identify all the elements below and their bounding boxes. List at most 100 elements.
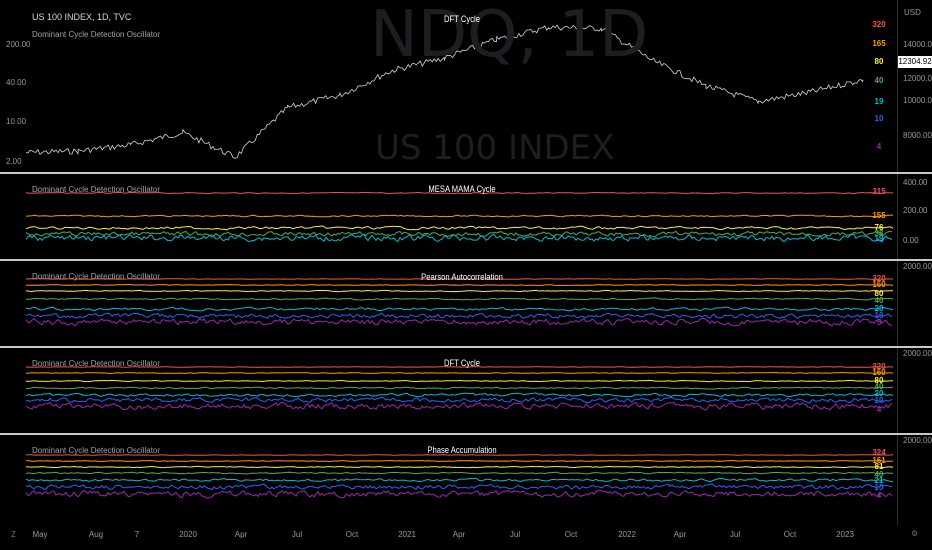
- price-axis-tick-0: 14000.00: [903, 40, 932, 49]
- pane1-axis-tick-1: 200.00: [903, 206, 928, 215]
- pane1-cycle-line-315: [25, 191, 894, 195]
- pane3-cycle-line-10: [25, 396, 893, 404]
- x-axis-tick-8: Apr: [452, 530, 466, 539]
- pane1-cycle-line-38: [25, 230, 892, 238]
- pane1-cycle-label-19: 19: [874, 234, 884, 243]
- pane3-cycle-line-80: [25, 379, 894, 383]
- pane2-indicator-title: Dominant Cycle Detection Oscillator: [32, 272, 161, 281]
- pane3-cycle-label-160: 160: [872, 368, 886, 377]
- price-cycle-label-40: 40: [874, 76, 884, 85]
- price-axis-tick-3: 8000.00: [903, 131, 932, 140]
- pane2-cycle-line-5: [25, 317, 893, 327]
- pane4-axis-tick-0: 2000.00: [903, 436, 932, 445]
- pane3-cycle-line-20: [25, 392, 894, 398]
- pane4-cycle-line-10: [25, 483, 892, 491]
- pane3-cycle-line-160: [26, 371, 894, 374]
- pane-separator-4[interactable]: [0, 433, 932, 435]
- pane3-title: DFT Cycle: [444, 358, 480, 368]
- pane4-cycle-line-4: [25, 489, 893, 499]
- pane3-cycle-line-4: [25, 401, 893, 411]
- pane1-axis-tick-2: 0.00: [903, 236, 919, 245]
- price-badge: 12304.92: [898, 56, 932, 68]
- watermark-symbol: NDQ, 1D: [370, 0, 649, 72]
- price-cycle-label-19: 19: [874, 97, 884, 106]
- pane1-cycle-label-155: 155: [872, 211, 886, 220]
- pane3-axis-tick-0: 2000.00: [903, 349, 932, 358]
- logo-icon[interactable]: Z: [11, 530, 16, 539]
- x-axis-tick-7: 2021: [398, 530, 416, 539]
- pane4-cycle-label-81: 81: [874, 462, 884, 471]
- pane1-cycle-line-155: [25, 214, 894, 218]
- x-axis-tick-12: Apr: [673, 530, 687, 539]
- pane3-cycle-line-40: [25, 386, 894, 390]
- pane3-indicator-title: Dominant Cycle Detection Oscillator: [32, 359, 161, 368]
- pane2-axis-tick-0: 2000.00: [903, 262, 932, 271]
- left-axis-tick-0: 200.00: [6, 40, 31, 49]
- left-axis-tick-1: 40.00: [6, 78, 27, 87]
- price-cycle-label-80: 80: [874, 57, 884, 66]
- pane-separator-3[interactable]: [0, 346, 932, 348]
- pane1-cycle-line-76: [25, 225, 894, 231]
- pane2-title: Pearson Autocorrelation: [421, 272, 503, 282]
- pane2-cycle-label-10: 10: [874, 311, 884, 320]
- pane4-cycle-line-81: [25, 465, 894, 469]
- pane1-indicator-title: Dominant Cycle Detection Oscillator: [32, 185, 161, 194]
- pane3-cycle-label-4: 4: [876, 405, 882, 414]
- pane4-title: Phase Accumulation: [427, 445, 497, 455]
- price-cycle-label-165: 165: [872, 39, 886, 48]
- pane1-cycle-label-76: 76: [874, 223, 884, 232]
- gear-icon[interactable]: ⚙: [911, 529, 919, 538]
- x-axis-tick-0: May: [32, 530, 48, 539]
- pane4-cycle-line-40: [25, 471, 894, 475]
- pane1-cycle-line-19: [25, 233, 893, 243]
- indicator-title-main[interactable]: Dominant Cycle Detection Oscillator: [32, 30, 161, 39]
- pane4-cycle-label-4: 4: [876, 491, 882, 500]
- pane2-cycle-label-320: 320: [872, 274, 886, 283]
- pane-separator-2[interactable]: [0, 259, 932, 261]
- pane3-cycle-label-40: 40: [874, 382, 884, 391]
- pane1-axis-tick-0: 400.00: [903, 178, 928, 187]
- x-axis-tick-10: Oct: [564, 530, 578, 539]
- x-axis-tick-11: 2022: [618, 530, 636, 539]
- x-axis-tick-1: Aug: [88, 530, 104, 539]
- pane4-indicator-title: Dominant Cycle Detection Oscillator: [32, 446, 161, 455]
- pane2-cycle-label-5: 5: [876, 318, 882, 327]
- pane3-cycle-label-10: 10: [874, 396, 884, 405]
- pane2-cycle-line-20: [25, 306, 894, 312]
- price-axis-tick-2: 10000.00: [903, 96, 932, 105]
- pane3-cycle-label-20: 20: [874, 389, 884, 398]
- pane2-cycle-line-80: [25, 289, 893, 293]
- price-axis-tick-1: 12000.00: [903, 74, 932, 83]
- pane2-cycle-line-160: [25, 284, 894, 287]
- price-series-line: [25, 24, 864, 159]
- left-axis-tick-3: 2.00: [6, 157, 22, 166]
- pane4-cycle-label-324: 324: [872, 448, 886, 457]
- pane4-cycle-label-161: 161: [872, 456, 886, 465]
- pane2-cycle-label-40: 40: [874, 296, 884, 305]
- pane4-cycle-label-21: 21: [874, 476, 884, 485]
- pane1-cycle-label-315: 315: [872, 187, 886, 196]
- x-axis-tick-3: 2020: [179, 530, 197, 539]
- pane3-cycle-label-320: 320: [872, 362, 886, 371]
- pane-separator-1[interactable]: [0, 172, 932, 174]
- pane4-cycle-label-40: 40: [874, 470, 884, 479]
- pane2-cycle-label-160: 160: [872, 280, 886, 289]
- left-axis-tick-2: 10.00: [6, 117, 27, 126]
- pane3-cycle-label-80: 80: [874, 376, 884, 385]
- price-cycle-label-4: 4: [876, 142, 882, 151]
- right-axis-separator: [897, 0, 898, 525]
- pane2-cycle-line-10: [25, 312, 893, 320]
- price-cycle-label-10: 10: [874, 114, 884, 123]
- x-axis-tick-6: Oct: [345, 530, 359, 539]
- pane2-cycle-line-40: [25, 297, 894, 301]
- x-axis-tick-4: Apr: [234, 530, 248, 539]
- x-axis-tick-14: Oct: [783, 530, 797, 539]
- price-cycle-label-320: 320: [872, 20, 886, 29]
- symbol-title[interactable]: US 100 INDEX, 1D, TVC: [32, 12, 132, 22]
- x-axis-tick-9: Jul: [509, 530, 521, 539]
- pane1-cycle-label-38: 38: [874, 229, 884, 238]
- pane2-cycle-label-80: 80: [874, 289, 884, 298]
- pane1-title: MESA MAMA Cycle: [428, 184, 496, 194]
